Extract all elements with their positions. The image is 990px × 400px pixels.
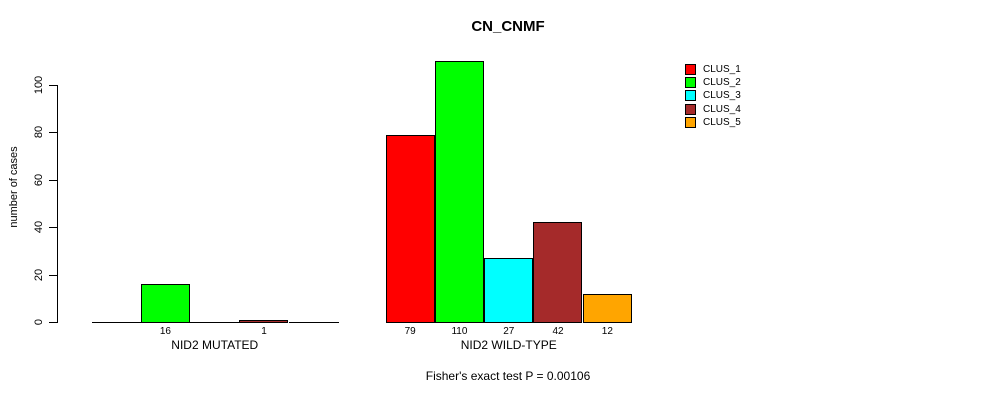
bar-clus_3-zero (190, 322, 240, 323)
bar-clus_2 (141, 284, 190, 323)
legend-label: CLUS_1 (703, 64, 741, 75)
bar-clus_3 (484, 258, 533, 323)
bar-clus_2 (435, 61, 484, 323)
footnote-text: Fisher's exact test P = 0.00106 (425, 369, 591, 383)
legend-label: CLUS_5 (703, 117, 741, 128)
x-group-label: NID2 WILD-TYPE (460, 338, 557, 352)
bar-clus_4 (533, 222, 582, 323)
y-tick-mark (49, 227, 57, 229)
y-tick-label: 0 (33, 318, 45, 326)
bar-value-label: 1 (261, 326, 267, 337)
bar-value-label: 79 (404, 326, 416, 337)
y-tick-mark (49, 85, 57, 86)
y-tick-label: 80 (33, 126, 45, 139)
y-axis-line (57, 85, 58, 323)
x-group-label: NID2 MUTATED (171, 338, 259, 352)
y-tick-label: 100 (33, 75, 45, 95)
bar-value-label: 42 (552, 326, 564, 337)
bar-clus_1 (386, 135, 435, 323)
y-tick-mark (49, 132, 57, 134)
y-tick-label: 20 (33, 268, 45, 281)
y-axis-label: number of cases (8, 146, 20, 228)
legend-swatch-clus_5 (685, 117, 696, 128)
y-tick-label: 40 (33, 221, 45, 234)
legend-label: CLUS_2 (703, 77, 741, 88)
y-tick-mark (49, 179, 57, 181)
y-tick-label: 60 (33, 173, 45, 186)
legend-label: CLUS_3 (703, 90, 741, 101)
bar-value-label: 12 (601, 326, 613, 337)
legend-swatch-clus_3 (685, 90, 696, 101)
y-tick-mark (49, 274, 57, 276)
bar-value-label: 16 (159, 326, 171, 337)
bar-clus_4 (239, 320, 288, 323)
legend-swatch-clus_4 (685, 104, 696, 115)
bar-value-label: 110 (451, 326, 468, 337)
bar-clus_5-zero (289, 322, 339, 323)
bar-clus_5 (583, 294, 632, 323)
legend-swatch-clus_2 (685, 77, 696, 88)
chart-title: CN_CNMF (471, 18, 545, 35)
legend-swatch-clus_1 (685, 64, 696, 75)
legend-label: CLUS_4 (703, 104, 741, 115)
y-tick-mark (49, 322, 57, 323)
bar-value-label: 27 (503, 326, 515, 337)
bar-clus_1-zero (92, 322, 142, 323)
